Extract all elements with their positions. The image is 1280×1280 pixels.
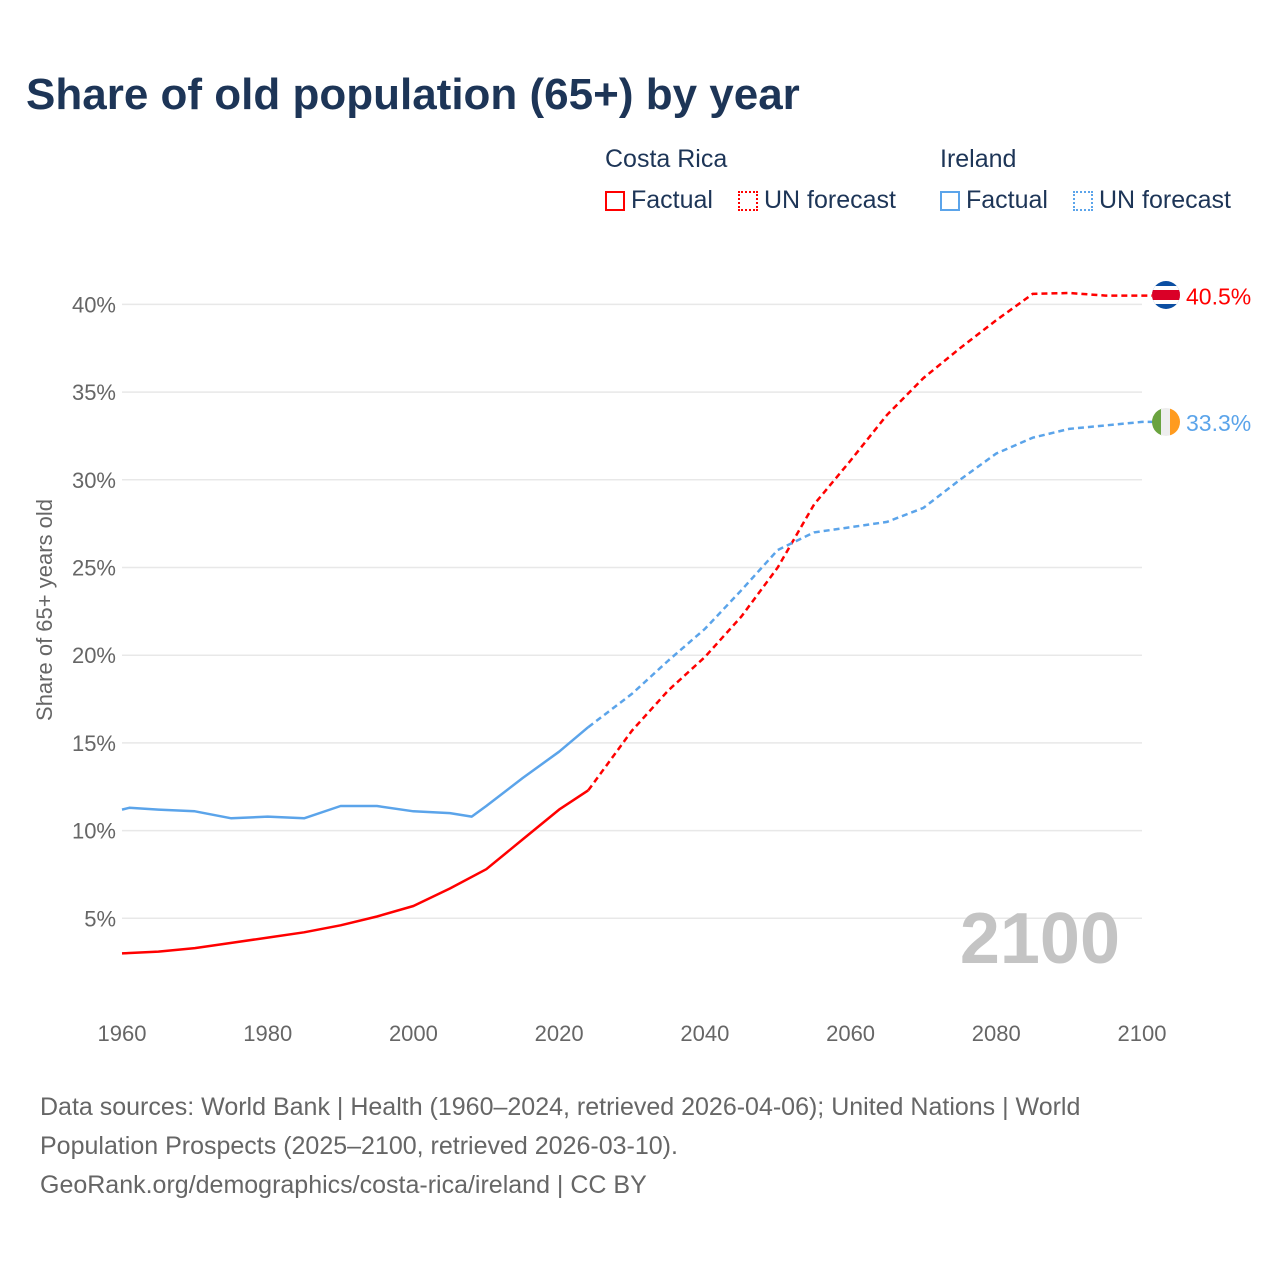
legend-country-costa-rica: Costa Rica (605, 145, 728, 173)
x-tick-label: 2080 (972, 1021, 1021, 1046)
ireland-factual-line (121, 726, 590, 820)
x-tick-label: 1980 (243, 1021, 292, 1046)
x-tick-label: 2000 (389, 1021, 438, 1046)
data-source-note: Data sources: World Bank | Health (1960–… (40, 1088, 1200, 1205)
source-line: Population Prospects (2025–2100, retriev… (40, 1132, 678, 1160)
costa-rica-end-label: 40.5% (1186, 284, 1251, 310)
x-tick-label: 2100 (1118, 1021, 1167, 1046)
y-axis-label: Share of 65+ years old (32, 499, 57, 721)
ireland-forecast-line (587, 420, 1153, 729)
costa-rica-factual-line (121, 789, 589, 955)
legend-costa-rica-factual[interactable]: Factual (605, 186, 713, 215)
costa-rica-flag-icon (1152, 281, 1180, 309)
legend-label: UN forecast (1099, 186, 1231, 214)
y-tick-label: 15% (72, 731, 116, 756)
y-tick-label: 35% (72, 380, 116, 405)
current-year-label: 2100 (960, 899, 1120, 979)
y-tick-label: 10% (72, 819, 116, 844)
chart-title: Share of old population (65+) by year (26, 70, 800, 119)
legend-swatch-solid (605, 190, 625, 211)
source-link[interactable]: GeoRank.org/demographics/costa-rica/irel… (40, 1171, 647, 1199)
legend-swatch-solid (940, 190, 960, 211)
y-tick-label: 25% (72, 556, 116, 581)
legend-ireland-factual[interactable]: Factual (940, 186, 1048, 215)
ireland-end-label: 33.3% (1186, 410, 1251, 436)
legend-swatch-dotted (738, 190, 758, 211)
y-tick-label: 20% (72, 643, 116, 668)
costa-rica-forecast-line (587, 291, 1153, 792)
x-tick-label: 2040 (680, 1021, 729, 1046)
legend-costa-rica-forecast[interactable]: UN forecast (738, 186, 896, 215)
y-tick-label: 5% (84, 906, 116, 931)
x-tick-label: 2060 (826, 1021, 875, 1046)
ireland-flag-icon (1152, 408, 1180, 436)
y-tick-label: 30% (72, 468, 116, 493)
x-tick-label: 2020 (535, 1021, 584, 1046)
x-tick-label: 1960 (98, 1021, 147, 1046)
source-line: Data sources: World Bank | Health (1960–… (40, 1093, 1081, 1121)
legend-label: UN forecast (764, 186, 896, 214)
y-tick-label: 40% (72, 292, 116, 317)
legend-label: Factual (631, 186, 713, 214)
legend-label: Factual (966, 186, 1048, 214)
legend-ireland-forecast[interactable]: UN forecast (1073, 186, 1231, 215)
legend-country-ireland: Ireland (940, 145, 1017, 173)
legend-swatch-dotted (1073, 190, 1093, 211)
